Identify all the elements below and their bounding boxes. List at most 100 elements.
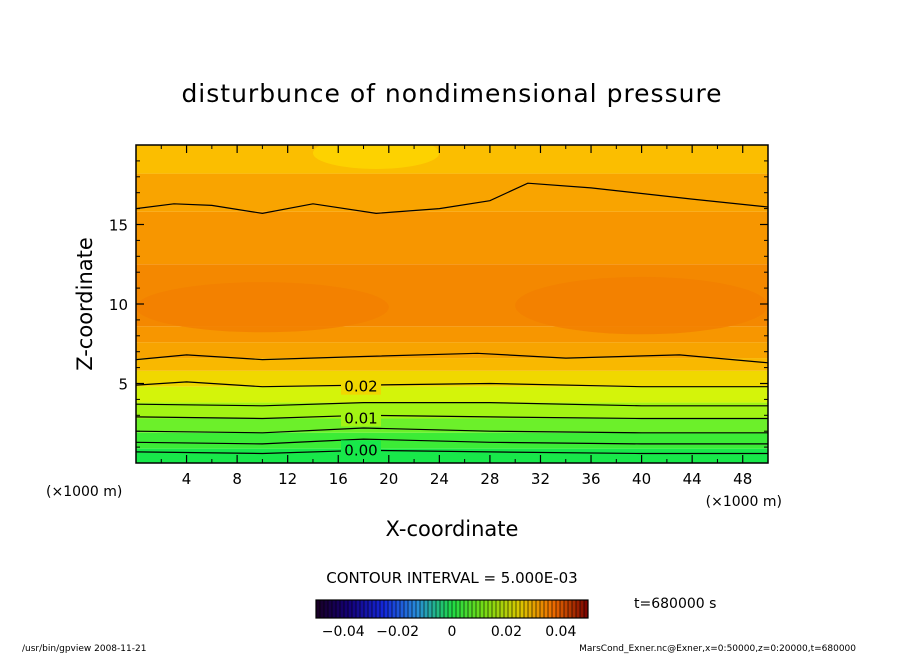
colorbar-cell xyxy=(536,600,541,618)
pressure-blob xyxy=(515,276,768,335)
contour-band xyxy=(136,145,768,174)
y-tick-label: 10 xyxy=(109,296,128,314)
contour-line xyxy=(136,352,768,364)
colorbar-cell xyxy=(324,600,329,618)
x-tick-label: 8 xyxy=(232,470,242,488)
x-tick-label: 28 xyxy=(480,470,499,488)
contour-label-bg xyxy=(340,440,381,459)
colorbar-cell xyxy=(532,600,537,618)
x-axis-label: X-coordinate xyxy=(386,517,519,541)
colorbar-cell xyxy=(508,600,513,618)
colorbar-cell xyxy=(328,600,333,618)
footer-left: /usr/bin/gpview 2008-11-21 xyxy=(22,644,146,654)
colorbar-cell xyxy=(492,600,497,618)
contour-line xyxy=(136,414,768,420)
colorbar-cell xyxy=(344,600,349,618)
contour-label-bg xyxy=(340,408,381,427)
colorbar-cell xyxy=(348,600,353,618)
colorbar-cell xyxy=(460,600,465,618)
colorbar-cell xyxy=(380,600,385,618)
contour-label-bg xyxy=(340,376,381,395)
colorbar-cell xyxy=(404,600,409,618)
colorbar-cell xyxy=(396,600,401,618)
x-unit-left: (×1000 m) xyxy=(46,484,122,500)
x-tick-label: 36 xyxy=(581,470,600,488)
colorbar-cell xyxy=(584,600,589,618)
colorbar-cell xyxy=(388,600,393,618)
colorbar-cell xyxy=(376,600,381,618)
contour-label: 0.02 xyxy=(344,378,377,396)
pressure-blob xyxy=(312,145,440,169)
colorbar-cell xyxy=(400,600,405,618)
footer-right: MarsCond_Exner.nc@Exner,x=0:50000,z=0:20… xyxy=(579,644,856,654)
colorbar-cell xyxy=(336,600,341,618)
colorbar-cell xyxy=(356,600,361,618)
colorbar-cell xyxy=(384,600,389,618)
colorbar-cell xyxy=(352,600,357,618)
colorbar-cell xyxy=(464,600,469,618)
colorbar-cell xyxy=(320,600,325,618)
contour-line xyxy=(136,427,768,434)
contour-band xyxy=(136,370,768,387)
colorbar-cell xyxy=(480,600,485,618)
colorbar-cell xyxy=(316,600,321,618)
colorbar-cell xyxy=(576,600,581,618)
colorbar-cell xyxy=(512,600,517,618)
colorbar-cell xyxy=(392,600,397,618)
colorbar-cell xyxy=(468,600,473,618)
contour-line xyxy=(136,182,768,215)
x-tick-label: 44 xyxy=(683,470,702,488)
contour-line xyxy=(136,402,768,407)
colorbar-cell xyxy=(428,600,433,618)
colorbar-tick-label: −0.04 xyxy=(322,624,365,640)
colorbar-cell xyxy=(416,600,421,618)
colorbar-cell xyxy=(568,600,573,618)
contour-band xyxy=(136,342,768,359)
contour-band xyxy=(136,402,768,419)
colorbar-cell xyxy=(484,600,489,618)
colorbar-cell xyxy=(452,600,457,618)
x-tick-label: 40 xyxy=(632,470,651,488)
colorbar-cell xyxy=(424,600,429,618)
colorbar-cell xyxy=(432,600,437,618)
x-tick-label: 4 xyxy=(182,470,192,488)
colorbar-cell xyxy=(360,600,365,618)
x-tick-label: 48 xyxy=(733,470,752,488)
pressure-blob xyxy=(136,282,389,333)
colorbar-frame xyxy=(315,599,589,619)
colorbar-cell xyxy=(444,600,449,618)
colorbar-cell xyxy=(528,600,533,618)
y-tick-label: 5 xyxy=(118,376,128,394)
colorbar-cell xyxy=(456,600,461,618)
time-label: t=680000 s xyxy=(634,596,716,612)
contour-interval: CONTOUR INTERVAL = 5.000E-03 xyxy=(326,569,577,587)
contour-label: 0.01 xyxy=(344,409,377,427)
contour-line xyxy=(136,449,768,455)
contour-band xyxy=(136,358,768,371)
colorbar-cell xyxy=(368,600,373,618)
colorbar-cell xyxy=(524,600,529,618)
colorbar-tick-label: 0 xyxy=(448,624,457,640)
colorbar-cell xyxy=(560,600,565,618)
colorbar-cell xyxy=(472,600,477,618)
colorbar-cell xyxy=(332,600,337,618)
colorbar-cell xyxy=(500,600,505,618)
colorbar-cell xyxy=(564,600,569,618)
colorbar-cell xyxy=(408,600,413,618)
contour-band xyxy=(136,211,768,265)
contour-band xyxy=(136,386,768,403)
x-tick-label: 12 xyxy=(278,470,297,488)
y-tick-label: 15 xyxy=(109,217,128,235)
contour-label: 0.00 xyxy=(344,441,377,459)
colorbar-cell xyxy=(540,600,545,618)
colorbar-tick-label: 0.04 xyxy=(545,624,576,640)
colorbar-cell xyxy=(488,600,493,618)
x-tick-label: 24 xyxy=(430,470,449,488)
colorbar-tick-label: −0.02 xyxy=(376,624,419,640)
colorbar-cell xyxy=(372,600,377,618)
colorbar-cell xyxy=(556,600,561,618)
colorbar-cell xyxy=(544,600,549,618)
y-axis-label: Z-coordinate xyxy=(73,237,97,371)
colorbar-cell xyxy=(476,600,481,618)
